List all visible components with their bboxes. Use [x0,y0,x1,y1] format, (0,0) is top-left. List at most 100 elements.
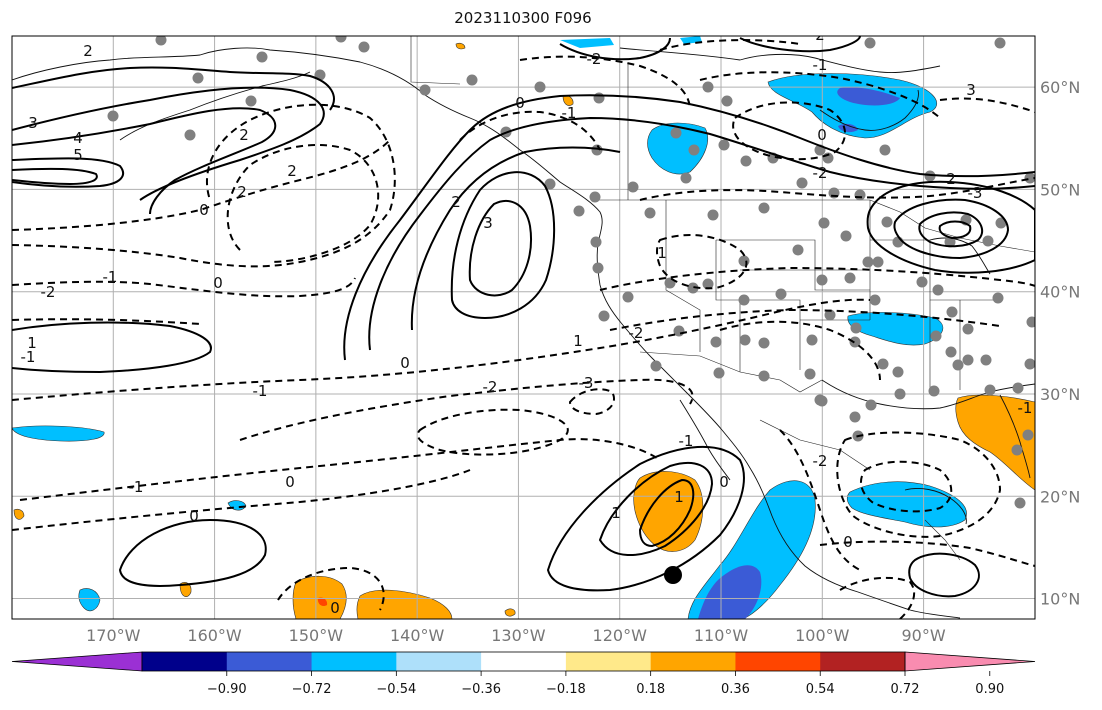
neg-contour-12 [719,320,881,381]
contour-label: -1 [103,268,118,286]
colorbar-tick-label: −0.90 [207,682,247,697]
neg-contour-6 [12,298,871,401]
lon-tick-label: 140°W [390,626,445,645]
coast-gulf [821,379,1035,410]
neg-contour-21 [659,39,801,51]
pos-contour-21 [739,36,861,53]
pos-contour-2 [12,86,325,201]
contour-label: 2 [287,162,297,180]
contour-label: -2 [629,324,644,342]
colorbar-extend-low [11,651,143,672]
shade-mexico-dark [698,565,762,619]
colorbar-segment [226,652,313,671]
contour-label: 0 [400,354,410,372]
lon-tick-label: 130°W [491,626,546,645]
shaded-regions [12,36,1035,619]
shade-small-blue-3 [560,38,614,48]
shade-small-orange-1 [13,508,25,520]
colorbar-segment [565,652,652,671]
colorbar-segment [142,652,228,671]
pos-contour-10 [450,171,556,320]
lon-tick-label: 90°W [901,626,945,645]
longitude-axis: 170°W 160°W 150°W 140°W 130°W 120°W 110°W 100°W… [86,626,946,645]
contour-label: 5 [73,146,83,164]
pos-contour-17 [598,461,714,557]
lon-tick-label: 120°W [593,626,648,645]
neg-contour-10 [416,408,569,456]
contour-label: -1 [129,478,144,496]
neg-contour-19 [459,110,601,151]
pos-contour-3 [12,107,277,215]
border-w2 [715,240,741,372]
lat-tick-label: 50°N [1040,180,1080,199]
contour-label: 0 [515,94,525,112]
neg-contour-26 [609,308,1001,331]
neg-contour-27 [656,234,748,290]
shade-canada-blue [647,122,709,175]
shade-gulf-blue [846,481,967,528]
lon-tick-label: 110°W [694,626,749,645]
shade-small-orange-5 [504,608,516,617]
lon-tick-label: 160°W [187,626,242,645]
colorbar-tick-label: −0.36 [461,682,501,697]
neg-contour-23 [699,71,941,119]
border-cam [924,519,961,561]
neg-contour-28 [939,97,1035,113]
colorbar-frame [141,651,906,672]
contour-label: 3 [966,81,976,99]
contour-label: 2 [946,170,956,188]
contour-label: -1 [562,104,577,122]
neg-contour-11 [568,388,615,416]
pos-contour-4 [12,157,125,188]
shade-hawaii-blue [12,425,105,442]
neg-contour-9 [12,469,471,531]
contour-label: 0 [843,533,853,551]
border-w1 [665,200,701,352]
contour-label: 0 [285,473,295,491]
colorbar-segment [650,652,736,671]
contour-label: 0 [213,274,223,292]
colorbar-tick-label: 0.72 [891,682,920,697]
contour-label: -3 [579,374,594,392]
contour-labels: 2 2 3 45 2 2 0 -1 2 2 3 0 -1 -2 1 0 1 0 -2 -1 -2 -3 1 -2 -1 0 -2 0 -… [21,26,1033,617]
contour-label: 2 [239,126,249,144]
pos-contour-1 [12,66,335,111]
neg-contour-1 [12,139,391,231]
colorbar-segment [735,652,821,671]
colorbar-extend-high [904,651,1036,672]
map-title: 2023110300 F096 [454,9,592,27]
lat-tick-label: 20°N [1040,487,1080,506]
contour-label: -1 [1018,399,1033,417]
lat-tick-label: 30°N [1040,385,1080,404]
coast-greatlakes [929,237,991,275]
coast-florida [999,394,1031,479]
neg-contour-7 [239,378,694,441]
colorbar-tick-label: 0.90 [975,682,1004,697]
contour-label: 2 [815,26,825,44]
border-w4 [740,299,801,370]
pos-contour-7 [343,94,1035,361]
pos-contour-5 [12,167,98,186]
contour-label: -1 [253,382,268,400]
contour-label: 4 [73,129,83,147]
pos-contour-8 [368,116,1035,351]
neg-contour-5 [12,318,201,325]
pos-contour-15 [938,220,972,240]
pos-contour-13 [893,198,1010,260]
contour-label: 0 [189,507,199,525]
latitude-axis: 60°N 50°N 40°N 30°N 20°N 10°N [1040,78,1080,608]
lon-tick-label: 100°W [795,626,850,645]
shade-hudson-dark [837,87,900,106]
colorbar-tick-label: 0.18 [636,682,665,697]
contour-label: 3 [28,114,38,132]
neg-contour-20 [519,55,691,111]
pos-contour-19 [118,518,267,587]
pos-contour-12 [866,180,1035,274]
contour-label: 0 [199,201,209,219]
contour-label: 0 [719,473,729,491]
neg-contour-14 [836,431,1002,538]
colorbar-tick-label: 0.54 [806,682,835,697]
contour-label: 1 [611,504,621,522]
coast-hudson [739,53,941,73]
